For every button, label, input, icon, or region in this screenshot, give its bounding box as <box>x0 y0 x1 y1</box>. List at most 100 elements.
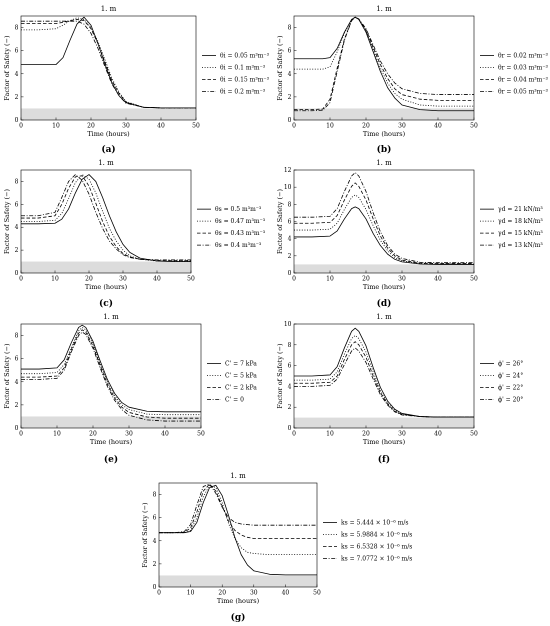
y-tick-label: 6 <box>153 515 157 522</box>
panel-label: (b) <box>377 144 392 155</box>
y-tick-label: 8 <box>15 178 19 185</box>
failure-zone-band <box>294 264 474 273</box>
series-line-4 <box>294 347 474 418</box>
failure-zone-band <box>294 108 474 120</box>
y-tick-label: 6 <box>288 48 292 55</box>
y-axis-label: Factor of Safety (−) <box>141 502 149 568</box>
y-tick-label: 6 <box>288 363 292 370</box>
legend-entry-1: γd = 21 kN/m³ <box>498 206 543 213</box>
y-axis-label: Factor of Safety (−) <box>3 343 11 409</box>
x-tick-label: 50 <box>192 123 200 130</box>
series-line-1 <box>159 484 317 576</box>
legend-entry-2: ks = 5.9884 × 10⁻⁶ m/s <box>341 532 412 539</box>
panel-label: (f) <box>378 454 390 465</box>
y-tick-label: 8 <box>153 492 157 499</box>
series-line-1 <box>294 206 474 265</box>
legend-entry-4: ϕ' = 20° <box>498 397 523 404</box>
y-tick-label: 4 <box>288 71 292 78</box>
x-tick-label: 0 <box>19 123 23 130</box>
x-tick-label: 30 <box>250 590 258 597</box>
x-tick-label: 30 <box>119 276 127 283</box>
legend-entry-4: γd = 13 kN/m³ <box>498 242 543 249</box>
failure-zone-band <box>21 108 196 120</box>
x-tick-label: 0 <box>292 276 296 283</box>
chart-title: 1. m <box>376 5 392 13</box>
series-line-3 <box>21 175 191 261</box>
legend-entry-3: ks = 6.5328 × 10⁻⁶ m/s <box>341 544 412 551</box>
x-tick-label: 10 <box>53 431 61 438</box>
y-tick-label: 2 <box>15 402 19 409</box>
series-line-3 <box>21 329 201 419</box>
y-tick-label: 4 <box>288 236 292 243</box>
x-tick-label: 30 <box>398 123 406 130</box>
x-tick-label: 30 <box>398 276 406 283</box>
plot-frame <box>20 169 192 274</box>
y-tick-label: 8 <box>288 201 292 208</box>
x-tick-label: 10 <box>326 431 334 438</box>
plot-frame <box>293 323 475 429</box>
panel-label: (d) <box>377 298 392 309</box>
series-line-2 <box>159 484 317 556</box>
panel-label: (c) <box>99 298 113 309</box>
legend-entry-4: C' = 0 <box>225 397 244 404</box>
y-tick-label: 4 <box>153 538 157 545</box>
y-tick-label: 0 <box>153 584 157 591</box>
x-tick-label: 10 <box>326 123 334 130</box>
series-line-4 <box>294 172 474 264</box>
series-line-4 <box>21 331 201 422</box>
x-tick-label: 50 <box>313 590 321 597</box>
chart-panel-2: 1. m 0 10 20 30 40 50 0 2 4 6 8 Time (hours) Factor o… <box>276 5 549 155</box>
x-tick-label: 0 <box>157 590 161 597</box>
plot-frame <box>158 482 318 588</box>
y-tick-label: 0 <box>288 117 292 124</box>
y-tick-label: 4 <box>15 379 19 386</box>
series-line-2 <box>21 327 201 416</box>
legend-entry-3: C' = 2 kPa <box>225 385 257 392</box>
x-tick-label: 20 <box>87 123 95 130</box>
series-line-4 <box>294 16 474 112</box>
y-tick-label: 2 <box>288 94 292 101</box>
x-tick-label: 0 <box>19 276 23 283</box>
chart-title: 1. m <box>376 159 392 167</box>
y-tick-label: 6 <box>15 356 19 363</box>
y-tick-label: 2 <box>288 253 292 260</box>
legend-entry-3: ϕ' = 22° <box>498 385 523 392</box>
y-tick-label: 12 <box>284 167 292 174</box>
x-tick-label: 10 <box>187 590 195 597</box>
x-tick-label: 30 <box>122 123 130 130</box>
y-tick-label: 4 <box>15 71 19 78</box>
series-line-3 <box>159 483 317 539</box>
legend-entry-1: θs = 0.5 m³m⁻³ <box>215 206 262 213</box>
y-tick-label: 0 <box>288 425 292 432</box>
x-tick-label: 40 <box>153 276 161 283</box>
legend-entry-1: ϕ' = 26° <box>498 361 523 368</box>
series-line-1 <box>294 16 474 112</box>
series-line-2 <box>294 335 474 418</box>
x-tick-label: 0 <box>19 431 23 438</box>
x-tick-label: 10 <box>52 123 60 130</box>
x-tick-label: 20 <box>218 590 226 597</box>
x-tick-label: 40 <box>434 431 442 438</box>
legend-entry-4: θi = 0.2 m³m⁻³ <box>220 89 266 96</box>
failure-zone-band <box>21 261 191 273</box>
y-tick-label: 10 <box>284 321 292 328</box>
x-tick-label: 20 <box>85 276 93 283</box>
series-line-3 <box>294 341 474 418</box>
x-tick-label: 50 <box>470 276 478 283</box>
legend-entry-3: θi = 0.15 m³m⁻³ <box>220 77 270 84</box>
legend-entry-4: θs = 0.4 m³m⁻³ <box>215 242 262 249</box>
y-tick-label: 4 <box>15 224 19 231</box>
chart-panel-1: 1. m 0 10 20 30 40 50 0 2 4 6 8 Time (hours) Factor o… <box>3 5 270 155</box>
chart-panel-3: 1. m 0 10 20 30 40 50 0 2 4 6 8 Time (hours) Factor o… <box>3 159 266 309</box>
legend-entry-2: ϕ' = 24° <box>498 373 523 380</box>
y-tick-label: 6 <box>288 219 292 226</box>
series-line-3 <box>21 19 196 109</box>
y-tick-label: 2 <box>288 404 292 411</box>
legend-entry-1: θr = 0.02 m³m⁻³ <box>498 53 549 60</box>
y-tick-label: 0 <box>288 270 292 277</box>
series-line-1 <box>21 324 201 413</box>
x-tick-label: 40 <box>434 123 442 130</box>
series-line-1 <box>21 174 191 262</box>
chart-title: 1. m <box>103 313 119 321</box>
